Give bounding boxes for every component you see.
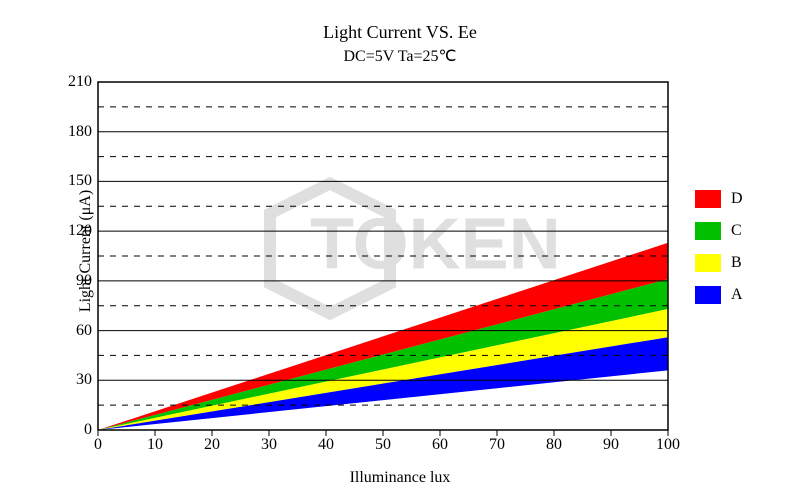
legend: DCBA <box>695 190 743 318</box>
legend-swatch <box>695 222 721 240</box>
x-tick-label: 20 <box>204 436 220 454</box>
legend-label: D <box>731 190 743 208</box>
x-tick-label: 80 <box>546 436 562 454</box>
legend-swatch <box>695 254 721 272</box>
x-tick-label: 40 <box>318 436 334 454</box>
chart-container: Light Current VS. Ee DC=5V Ta=25℃ Light … <box>0 0 800 501</box>
y-tick-label: 30 <box>76 371 92 389</box>
x-axis-label: Illuminance lux <box>0 469 800 487</box>
x-tick-label: 70 <box>489 436 505 454</box>
chart-subtitle: DC=5V Ta=25℃ <box>0 46 800 66</box>
legend-swatch <box>695 190 721 208</box>
y-tick-label: 180 <box>68 123 92 141</box>
plot-svg <box>98 82 668 430</box>
legend-item-D: D <box>695 190 743 208</box>
y-tick-label: 0 <box>84 421 92 439</box>
x-tick-label: 60 <box>432 436 448 454</box>
x-tick-label: 0 <box>94 436 102 454</box>
legend-swatch <box>695 286 721 304</box>
y-tick-label: 150 <box>68 172 92 190</box>
legend-label: C <box>731 222 742 240</box>
legend-label: B <box>731 254 742 272</box>
chart-title: Light Current VS. Ee <box>0 22 800 43</box>
y-axis-label: Light Current (μA) <box>77 189 95 311</box>
y-tick-label: 60 <box>76 322 92 340</box>
x-tick-label: 90 <box>603 436 619 454</box>
plot-area: 0102030405060708090100030609012015018021… <box>98 82 668 430</box>
y-tick-label: 120 <box>68 222 92 240</box>
y-tick-label: 210 <box>68 73 92 91</box>
x-tick-label: 50 <box>375 436 391 454</box>
legend-label: A <box>731 286 743 304</box>
legend-item-B: B <box>695 254 743 272</box>
legend-item-A: A <box>695 286 743 304</box>
legend-item-C: C <box>695 222 743 240</box>
y-tick-label: 90 <box>76 272 92 290</box>
x-tick-label: 10 <box>147 436 163 454</box>
x-tick-label: 100 <box>656 436 680 454</box>
x-tick-label: 30 <box>261 436 277 454</box>
